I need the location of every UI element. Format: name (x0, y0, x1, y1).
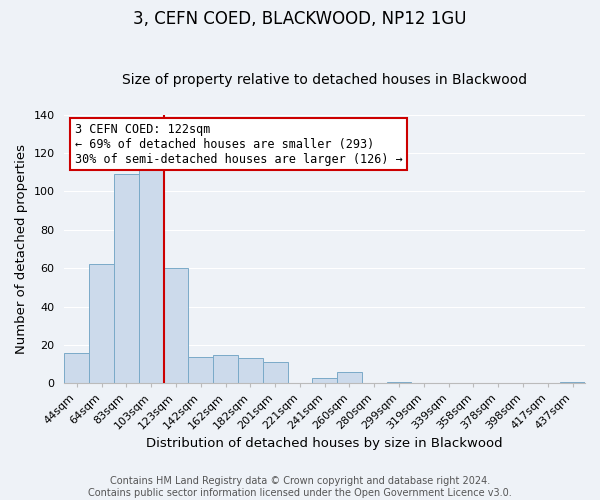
Bar (139, 160, 164, 384)
Text: Contains HM Land Registry data © Crown copyright and database right 2024.
Contai: Contains HM Land Registry data © Crown c… (88, 476, 512, 498)
Bar (337, 372, 362, 384)
Bar (386, 382, 412, 384)
Bar (213, 354, 238, 384)
Bar (114, 174, 139, 384)
Bar (560, 382, 585, 384)
Bar (313, 378, 337, 384)
Title: Size of property relative to detached houses in Blackwood: Size of property relative to detached ho… (122, 73, 527, 87)
Bar (89, 264, 114, 384)
Bar (164, 268, 188, 384)
Y-axis label: Number of detached properties: Number of detached properties (15, 144, 28, 354)
X-axis label: Distribution of detached houses by size in Blackwood: Distribution of detached houses by size … (146, 437, 503, 450)
Text: 3, CEFN COED, BLACKWOOD, NP12 1GU: 3, CEFN COED, BLACKWOOD, NP12 1GU (133, 10, 467, 28)
Bar (238, 358, 263, 384)
Text: 3 CEFN COED: 122sqm
← 69% of detached houses are smaller (293)
30% of semi-detac: 3 CEFN COED: 122sqm ← 69% of detached ho… (75, 122, 403, 166)
Bar (64, 352, 89, 384)
Bar (188, 356, 213, 384)
Bar (263, 362, 287, 384)
